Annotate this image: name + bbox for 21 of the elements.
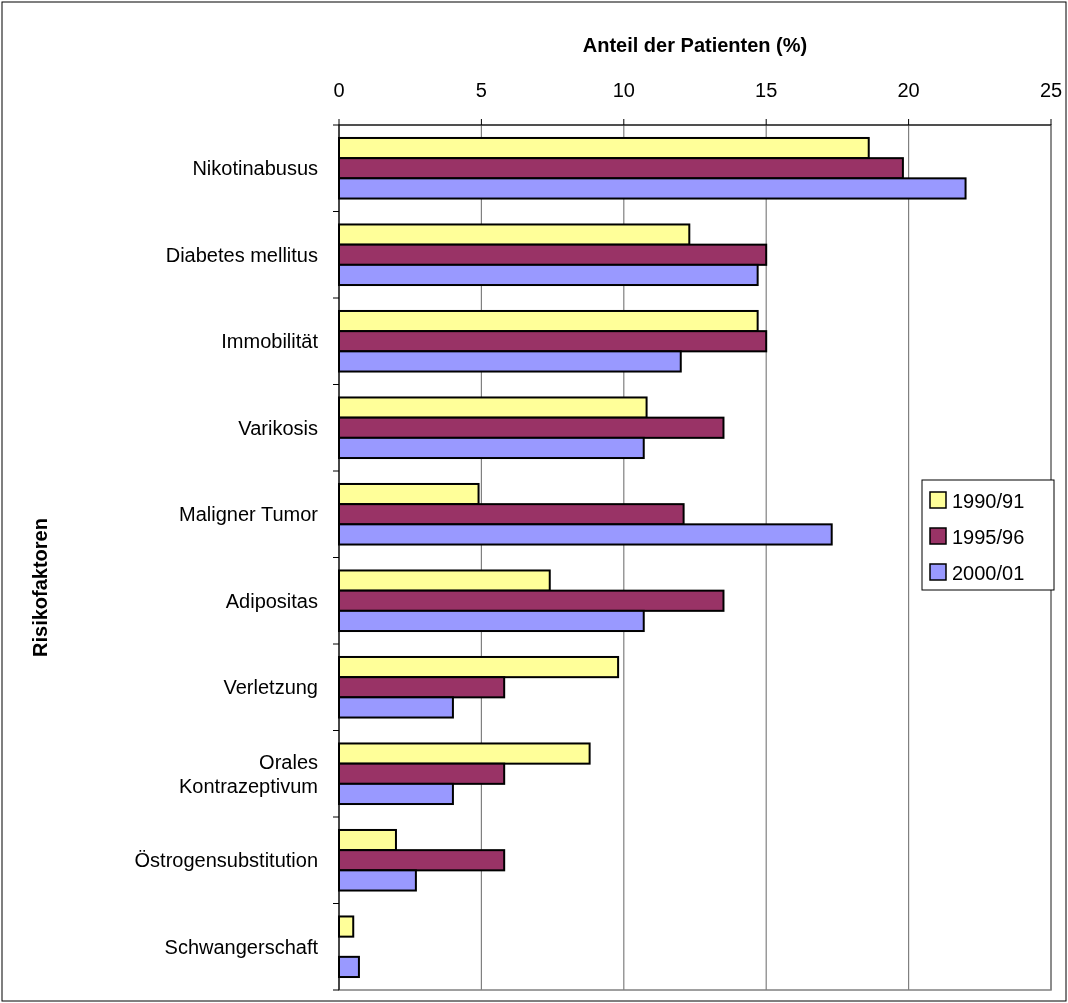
x-tick-label: 0 xyxy=(333,79,345,101)
y-tick-label: Immobilität xyxy=(221,330,319,353)
y-tick-label: Verletzung xyxy=(223,676,318,699)
y-tick-label: Maligner Tumor xyxy=(179,503,319,526)
x-axis-title: Anteil der Patienten (%) xyxy=(582,34,808,56)
y-tick-label: Diabetes mellitus xyxy=(165,243,318,266)
x-tick-label: 20 xyxy=(897,79,920,101)
y-tick-label: Nikotinabusus xyxy=(192,157,318,180)
legend-label: 2000/01 xyxy=(952,562,1025,584)
y-tick-label: Adipositas xyxy=(225,589,318,612)
x-tick-label: 15 xyxy=(755,79,778,101)
legend-label: 1990/91 xyxy=(952,490,1025,512)
y-axis-title: Risikofaktoren xyxy=(29,518,51,657)
x-tick-label: 5 xyxy=(475,79,487,101)
x-tick-label: 25 xyxy=(1039,79,1063,101)
y-tick-label: Östrogensubstitution xyxy=(134,849,318,872)
y-tick-label: Schwangerschaft xyxy=(164,935,319,958)
y-tick-label: Varikosis xyxy=(238,416,318,439)
y-tick-label: Orales Kontrazeptivum xyxy=(179,750,318,797)
legend-label: 1995/96 xyxy=(952,526,1025,548)
x-tick-label: 10 xyxy=(612,79,635,101)
